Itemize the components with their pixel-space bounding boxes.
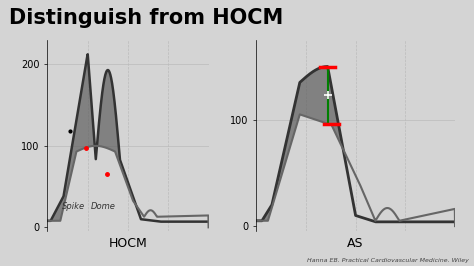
X-axis label: HOCM: HOCM xyxy=(109,237,147,250)
Text: Dome: Dome xyxy=(91,202,116,211)
X-axis label: AS: AS xyxy=(347,237,364,250)
Text: Spike: Spike xyxy=(62,202,85,211)
Text: Distinguish from HOCM: Distinguish from HOCM xyxy=(9,8,284,28)
Text: Hanna EB. Practical Cardiovascular Medicine. Wiley: Hanna EB. Practical Cardiovascular Medic… xyxy=(307,258,469,263)
